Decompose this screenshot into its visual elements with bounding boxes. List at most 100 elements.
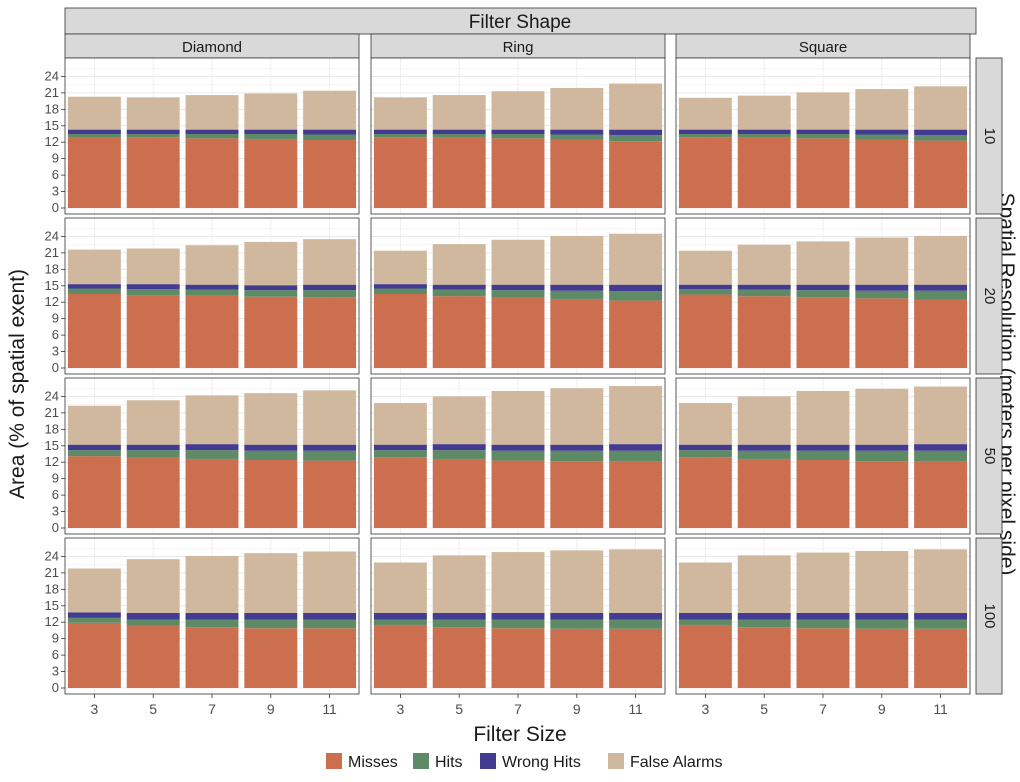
x-tick-label: 5 [149, 701, 157, 717]
y-tick-label: 9 [52, 631, 59, 646]
bar-hits [855, 619, 909, 629]
bar-misses [67, 622, 121, 688]
bar-hits [373, 134, 427, 138]
bar-wrong-hits [914, 129, 968, 136]
bar-wrong-hits [855, 129, 909, 135]
row-strip-label: 10 [981, 128, 998, 145]
y-tick-label: 3 [52, 344, 59, 359]
bar-wrong-hits [914, 612, 968, 620]
x-tick-label: 11 [933, 701, 948, 717]
bar-misses [855, 139, 909, 208]
bar-hits [67, 134, 121, 138]
bar-misses [373, 137, 427, 208]
y-tick-label: 6 [52, 327, 59, 342]
x-tick-label: 9 [878, 701, 886, 717]
bar-hits [432, 450, 486, 459]
bar-wrong-hits [303, 444, 357, 451]
y-tick-label: 15 [45, 118, 59, 133]
x-tick-label: 9 [267, 701, 275, 717]
x-axis-label: Filter Size [473, 723, 566, 746]
panel-border [675, 377, 971, 535]
panel-border [675, 57, 971, 215]
bar-misses [855, 298, 909, 368]
bar-misses [373, 457, 427, 528]
bar-hits [796, 619, 850, 629]
bar-false-alarms [67, 568, 121, 613]
bar-hits [737, 289, 791, 297]
x-tick-label: 11 [322, 701, 337, 717]
bar-wrong-hits [303, 129, 357, 135]
bar-hits [678, 619, 732, 625]
facet-title-strip [64, 7, 977, 35]
bar-hits [855, 290, 909, 299]
bar-wrong-hits [432, 612, 486, 620]
bar-wrong-hits [737, 284, 791, 290]
bar-false-alarms [550, 87, 604, 130]
bar-hits [491, 134, 545, 139]
bar-wrong-hits [244, 444, 298, 451]
panel-border [370, 57, 666, 215]
bar-hits [244, 134, 298, 139]
bar-wrong-hits [678, 284, 732, 290]
bar-wrong-hits [855, 444, 909, 451]
bar-misses [126, 625, 180, 688]
bar-wrong-hits [678, 612, 732, 620]
bar-hits [491, 450, 545, 461]
bar-hits [185, 289, 239, 296]
bar-false-alarms [914, 86, 968, 130]
bar-false-alarms [126, 97, 180, 130]
bar-misses [914, 461, 968, 528]
bar-wrong-hits [855, 284, 909, 291]
x-tick-label: 9 [573, 701, 581, 717]
bar-false-alarms [491, 91, 545, 130]
legend-label: Hits [435, 754, 463, 771]
bar-misses [609, 300, 663, 368]
bar-hits [550, 134, 604, 140]
bar-wrong-hits [855, 612, 909, 620]
bar-false-alarms [244, 241, 298, 286]
bar-hits [303, 450, 357, 461]
bar-false-alarms [855, 237, 909, 285]
x-tick-label: 7 [208, 701, 216, 717]
bar-hits [185, 134, 239, 139]
bar-hits [432, 289, 486, 297]
bar-misses [737, 296, 791, 368]
bar-hits [491, 619, 545, 629]
bar-hits [796, 450, 850, 461]
bar-hits [491, 290, 545, 298]
bar-wrong-hits [185, 129, 239, 134]
bar-misses [914, 628, 968, 688]
legend-swatch [413, 753, 429, 769]
bar-false-alarms [185, 95, 239, 130]
bar-misses [609, 461, 663, 528]
bar-false-alarms [914, 235, 968, 285]
bar-false-alarms [678, 97, 732, 130]
panel-square-100: 3 5 7 9 11 [675, 537, 971, 717]
legend-swatch [480, 753, 496, 769]
bar-misses [67, 137, 121, 208]
bar-hits [855, 450, 909, 462]
bar-hits [914, 450, 968, 462]
bar-false-alarms [373, 250, 427, 285]
bar-false-alarms [126, 248, 180, 285]
column-strip-label: Ring [503, 39, 534, 56]
y-tick-label: 21 [45, 405, 59, 420]
bar-wrong-hits [796, 444, 850, 451]
y-tick-label: 6 [52, 647, 59, 662]
bar-false-alarms [609, 549, 663, 613]
bar-hits [914, 135, 968, 141]
bar-false-alarms [796, 552, 850, 613]
row-strip-100 [975, 537, 1003, 695]
y-tick-label: 3 [52, 664, 59, 679]
bar-hits [796, 134, 850, 139]
bar-misses [678, 457, 732, 528]
bar-hits [678, 450, 732, 458]
bar-misses [609, 141, 663, 208]
bar-wrong-hits [185, 444, 239, 451]
legend-item-false-alarms: False Alarms [608, 753, 722, 771]
bar-wrong-hits [491, 284, 545, 291]
y-tick-label: 12 [45, 294, 59, 309]
bar-false-alarms [491, 239, 545, 285]
